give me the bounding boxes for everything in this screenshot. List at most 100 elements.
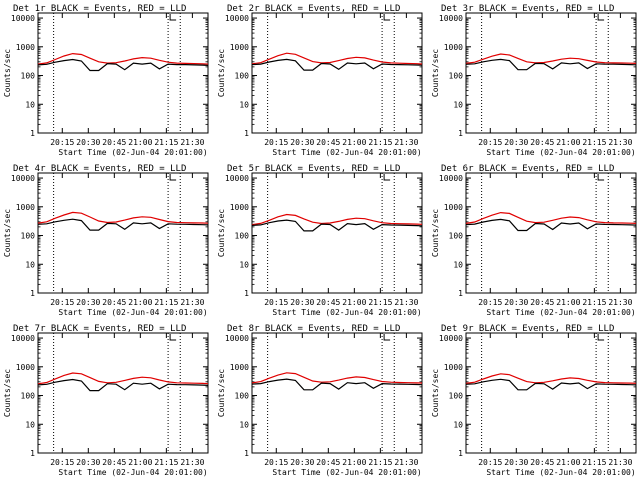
x-tick-label: 21:00 bbox=[342, 298, 366, 307]
chart-title: Det 7r BLACK = Events, RED = LLD bbox=[13, 324, 186, 334]
x-tick-label: 20:30 bbox=[290, 458, 314, 467]
x-axis-label: Start Time (02-Jun-04 20:01:00) bbox=[486, 148, 635, 157]
y-tick-label: 10 bbox=[239, 100, 249, 109]
x-tick-label: 20:30 bbox=[290, 138, 314, 147]
detector-chart: Det 1r BLACK = Events, RED = LLD 1 10 100 10… bbox=[3, 4, 209, 157]
x-tick-label: 20:15 bbox=[50, 298, 74, 307]
x-tick-label: 21:30 bbox=[608, 138, 632, 147]
x-tick-label: 20:45 bbox=[530, 138, 554, 147]
y-tick-label: 10000 bbox=[225, 14, 249, 23]
y-tick-label: 1 bbox=[244, 449, 249, 458]
plot-frame bbox=[465, 172, 637, 294]
x-axis-label: Start Time (02-Jun-04 20:01:00) bbox=[272, 148, 421, 157]
x-tick-label: 21:00 bbox=[556, 458, 580, 467]
y-tick-label: 10000 bbox=[225, 174, 249, 183]
y-tick-label: 10000 bbox=[439, 14, 463, 23]
events-series-line bbox=[37, 378, 209, 392]
x-tick-label: 20:15 bbox=[264, 298, 288, 307]
plot-frame bbox=[37, 172, 209, 294]
x-tick-label: 21:15 bbox=[582, 298, 606, 307]
y-tick-label: 1000 bbox=[16, 363, 35, 372]
y-tick-label: 100 bbox=[21, 392, 36, 401]
marker-bracket bbox=[169, 174, 177, 181]
y-tick-label: 100 bbox=[449, 232, 464, 241]
plot-frame bbox=[251, 12, 423, 134]
plot-frame bbox=[251, 172, 423, 294]
y-tick-label: 100 bbox=[21, 232, 36, 241]
y-tick-label: 1000 bbox=[230, 43, 249, 52]
chart-title: Det 3r BLACK = Events, RED = LLD bbox=[441, 4, 614, 14]
x-tick-label: 20:30 bbox=[290, 298, 314, 307]
x-tick-label: 20:15 bbox=[50, 458, 74, 467]
y-tick-label: 10 bbox=[239, 260, 249, 269]
detector-chart: Det 4r BLACK = Events, RED = LLD 1 10 100 10… bbox=[3, 164, 209, 317]
x-tick-label: 20:45 bbox=[102, 298, 126, 307]
events-series-line bbox=[465, 378, 637, 391]
y-tick-label: 1000 bbox=[444, 43, 463, 52]
x-tick-label: 21:00 bbox=[556, 298, 580, 307]
detector-chart: Det 6r BLACK = Events, RED = LLD 1 10 100 10… bbox=[431, 164, 637, 317]
x-tick-label: 20:45 bbox=[530, 298, 554, 307]
y-tick-label: 10 bbox=[25, 420, 35, 429]
y-axis-label: Counts/sec bbox=[431, 209, 440, 257]
y-axis-label: Counts/sec bbox=[217, 209, 226, 257]
x-tick-label: 21:00 bbox=[128, 458, 152, 467]
lld-series-line bbox=[465, 211, 637, 224]
y-axis-label: Counts/sec bbox=[217, 49, 226, 97]
lld-series-line bbox=[251, 52, 423, 65]
y-axis-label: Counts/sec bbox=[3, 49, 12, 97]
x-tick-label: 21:30 bbox=[180, 138, 204, 147]
x-tick-label: 20:45 bbox=[316, 298, 340, 307]
y-axis-label: Counts/sec bbox=[431, 369, 440, 417]
plot-frame bbox=[465, 12, 637, 134]
x-tick-label: 20:15 bbox=[478, 458, 502, 467]
y-tick-label: 10 bbox=[239, 420, 249, 429]
y-tick-label: 1 bbox=[30, 289, 35, 298]
detector-chart: Det 5r BLACK = Events, RED = LLD 1 10 100 10… bbox=[217, 164, 423, 317]
y-tick-label: 10 bbox=[453, 420, 463, 429]
x-tick-label: 20:30 bbox=[504, 138, 528, 147]
y-tick-label: 10 bbox=[453, 100, 463, 109]
x-tick-label: 21:30 bbox=[608, 298, 632, 307]
x-tick-label: 20:15 bbox=[264, 138, 288, 147]
x-tick-label: 21:15 bbox=[154, 138, 178, 147]
events-series-line bbox=[251, 378, 423, 391]
y-tick-label: 1 bbox=[458, 129, 463, 138]
events-series-line bbox=[37, 58, 209, 72]
lld-series-line bbox=[37, 211, 209, 224]
x-tick-label: 20:15 bbox=[264, 458, 288, 467]
x-tick-label: 21:00 bbox=[128, 298, 152, 307]
x-tick-label: 21:00 bbox=[556, 138, 580, 147]
events-series-line bbox=[465, 58, 637, 71]
chart-title: Det 4r BLACK = Events, RED = LLD bbox=[13, 164, 186, 174]
chart-title: Det 9r BLACK = Events, RED = LLD bbox=[441, 324, 614, 334]
y-tick-label: 100 bbox=[449, 392, 464, 401]
lld-series-line bbox=[465, 373, 637, 384]
detector-chart: Det 8r BLACK = Events, RED = LLD 1 10 100 10… bbox=[217, 324, 423, 477]
y-tick-label: 1000 bbox=[230, 203, 249, 212]
y-axis-label: Counts/sec bbox=[3, 209, 12, 257]
y-axis-label: Counts/sec bbox=[217, 369, 226, 417]
x-tick-label: 21:30 bbox=[394, 138, 418, 147]
x-tick-label: 21:00 bbox=[342, 138, 366, 147]
y-tick-label: 1 bbox=[244, 129, 249, 138]
x-tick-label: 21:15 bbox=[154, 298, 178, 307]
marker-bracket bbox=[169, 14, 177, 21]
x-tick-label: 21:15 bbox=[368, 138, 392, 147]
y-tick-label: 1000 bbox=[16, 43, 35, 52]
events-series-line bbox=[37, 218, 209, 231]
marker-bracket bbox=[597, 14, 605, 21]
x-axis-label: Start Time (02-Jun-04 20:01:00) bbox=[486, 468, 635, 477]
events-series-line bbox=[465, 218, 637, 232]
x-tick-label: 21:30 bbox=[180, 458, 204, 467]
y-tick-label: 10000 bbox=[11, 334, 35, 343]
marker-bracket bbox=[383, 174, 391, 181]
plot-frame bbox=[37, 332, 209, 454]
x-tick-label: 20:45 bbox=[530, 458, 554, 467]
x-tick-label: 21:00 bbox=[128, 138, 152, 147]
y-tick-label: 100 bbox=[235, 392, 250, 401]
x-axis-label: Start Time (02-Jun-04 20:01:00) bbox=[58, 468, 207, 477]
marker-bracket bbox=[597, 174, 605, 181]
chart-title: Det 8r BLACK = Events, RED = LLD bbox=[227, 324, 400, 334]
plot-frame bbox=[37, 12, 209, 134]
